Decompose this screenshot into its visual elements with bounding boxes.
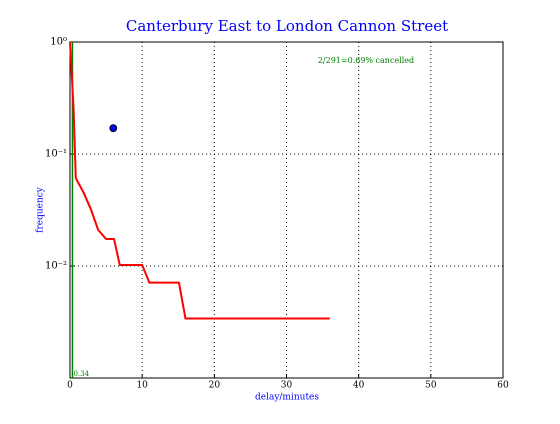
x-axis-label: delay/minutes bbox=[255, 393, 319, 403]
chart-title: Canterbury East to London Cannon Street bbox=[126, 17, 448, 35]
y-axis-label: frequency bbox=[36, 186, 46, 233]
x-tick-label: 40 bbox=[353, 381, 365, 391]
x-tick-label: 20 bbox=[209, 381, 221, 391]
x-tick-label: 30 bbox=[281, 381, 293, 391]
point bbox=[109, 124, 118, 133]
y-tick-label: 10⁰ bbox=[50, 37, 67, 48]
line-series bbox=[69, 41, 330, 320]
y-tick-label: 10⁻¹ bbox=[45, 149, 67, 160]
x-tick-label: 10 bbox=[136, 381, 148, 391]
y-tick-label: 10⁻² bbox=[45, 261, 67, 272]
x-tick-label: 60 bbox=[497, 381, 509, 391]
x-tick-label: 0 bbox=[67, 381, 73, 391]
median-label: 0.34 bbox=[73, 370, 89, 378]
x-tick-label: 50 bbox=[425, 381, 437, 391]
annotation: 2/291=0.69% cancelled bbox=[318, 56, 414, 65]
